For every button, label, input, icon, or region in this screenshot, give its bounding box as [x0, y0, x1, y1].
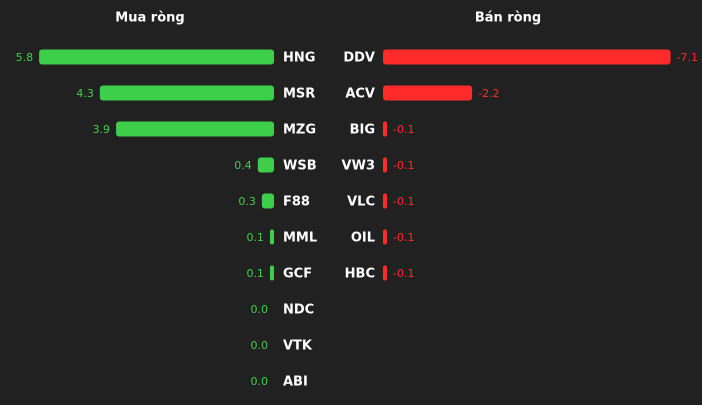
chart-title: Bán ròng — [475, 11, 541, 26]
value-label: -0.1 — [393, 159, 414, 172]
y-tick-label: OIL — [351, 231, 375, 246]
value-label: 0.1 — [246, 267, 264, 280]
bar — [383, 157, 388, 173]
value-label: 0.0 — [251, 303, 269, 316]
bar — [269, 265, 274, 281]
bar — [383, 49, 671, 65]
y-tick-label: F88 — [283, 195, 310, 210]
bar — [99, 85, 274, 101]
bar — [39, 49, 274, 65]
value-label: 0.0 — [251, 375, 269, 388]
value-label: 3.9 — [93, 123, 111, 136]
y-tick-label: MZG — [283, 123, 316, 138]
y-tick-label: VLC — [347, 195, 375, 210]
value-label: 5.8 — [16, 51, 34, 64]
value-label: -0.1 — [393, 267, 414, 280]
value-label: 0.4 — [234, 159, 252, 172]
y-tick-label: BIG — [350, 123, 375, 138]
bar — [383, 85, 473, 101]
value-label: -0.1 — [393, 195, 414, 208]
y-tick-label: VTK — [283, 339, 313, 354]
y-tick-label: WSB — [283, 159, 317, 174]
bar — [269, 229, 274, 245]
bar — [383, 229, 388, 245]
bar — [383, 265, 388, 281]
y-tick-label: NDC — [283, 303, 314, 318]
value-label: 0.1 — [246, 231, 264, 244]
y-tick-label: MML — [283, 231, 317, 246]
y-tick-label: HNG — [283, 51, 315, 66]
chart-title: Mua ròng — [115, 11, 184, 26]
y-tick-label: DDV — [343, 51, 375, 66]
value-label: 0.0 — [251, 339, 269, 352]
y-tick-label: ACV — [345, 87, 375, 102]
bar — [257, 157, 274, 173]
value-label: 4.3 — [76, 87, 94, 100]
value-label: 0.3 — [238, 195, 256, 208]
y-tick-label: ABI — [283, 375, 308, 390]
y-tick-label: MSR — [283, 87, 315, 102]
value-label: -2.2 — [478, 87, 499, 100]
bar — [116, 121, 274, 137]
y-tick-label: VW3 — [342, 159, 375, 174]
y-tick-label: HBC — [345, 267, 375, 282]
bar — [261, 193, 274, 209]
bar — [383, 193, 388, 209]
value-label: -0.1 — [393, 123, 414, 136]
value-label: -0.1 — [393, 231, 414, 244]
bar — [383, 121, 388, 137]
y-tick-label: GCF — [283, 267, 312, 282]
value-label: -7.1 — [677, 51, 698, 64]
